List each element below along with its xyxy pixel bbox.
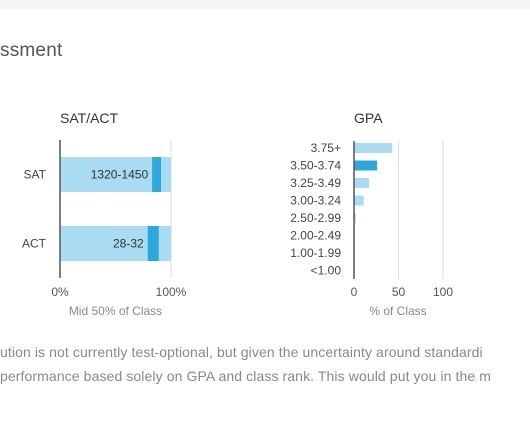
sat-act-axis-title: Mid 50% of Class <box>69 304 162 318</box>
gpa-category-label-1: 3.50-3.74 <box>290 159 341 173</box>
category-label-act: ACT <box>22 237 47 251</box>
description-line-2: performance based solely on GPA and clas… <box>0 368 492 384</box>
gpa-bar-2 <box>354 178 370 188</box>
gpa-tick-50: 50 <box>392 285 406 299</box>
gpa-category-label-7: <1.00 <box>311 264 342 278</box>
gpa-category-label-0: 3.75+ <box>311 141 341 155</box>
sat-act-chart-title: SAT/ACT <box>60 110 119 126</box>
gpa-bar-4 <box>354 213 356 223</box>
gpa-bar-1 <box>354 160 378 171</box>
gpa-category-label-2: 3.25-3.49 <box>290 176 341 190</box>
gpa-category-label-3: 3.00-3.24 <box>290 194 341 208</box>
gpa-category-label-4: 2.50-2.99 <box>290 211 341 225</box>
gpa-bar-3 <box>354 195 364 206</box>
gpa-tick-100: 100 <box>433 285 453 299</box>
gpa-axis-title: % of Class <box>369 304 426 318</box>
sat-act-tick-100: 100% <box>156 285 187 299</box>
sat-act-tick-0: 0% <box>51 285 69 299</box>
bar-act-range-label: 28-32 <box>113 237 144 251</box>
gpa-category-label-6: 1.00-1.99 <box>290 246 341 260</box>
description-line-1: ution is not currently test-optional, bu… <box>0 344 483 360</box>
gpa-category-label-5: 2.00-2.49 <box>290 229 341 243</box>
gpa-chart-title: GPA <box>354 110 383 126</box>
bar-sat-marker <box>152 157 162 192</box>
bar-sat-range-label: 1320-1450 <box>91 168 149 182</box>
gpa-tick-0: 0 <box>351 285 358 299</box>
bar-act-marker <box>147 226 159 261</box>
category-label-sat: SAT <box>24 168 47 182</box>
gpa-bar-0 <box>354 143 393 153</box>
section-title: ssment <box>0 40 63 61</box>
